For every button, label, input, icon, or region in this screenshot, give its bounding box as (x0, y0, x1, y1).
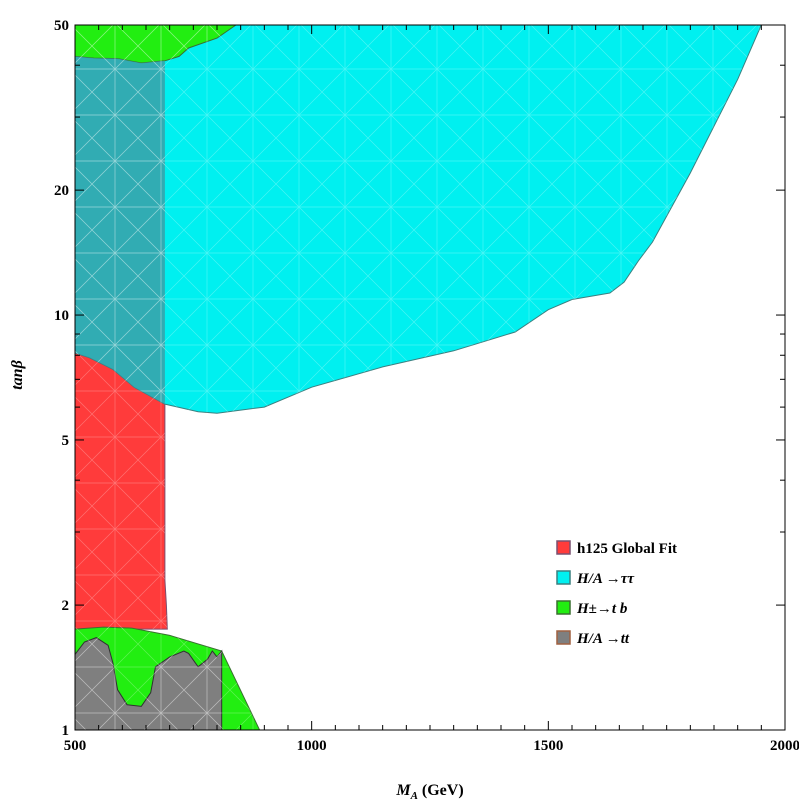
y-tick-label-1: 1 (62, 723, 70, 739)
legend-item-tt: H/A →tt (556, 630, 630, 647)
legend-swatch-tautau (556, 570, 571, 585)
legend-swatch-tb (556, 600, 571, 615)
legend-swatch-tt (556, 630, 571, 645)
axis-layer: 500 1000 1500 2000 1 2 5 10 20 50 (54, 18, 799, 754)
mesh-h-t-b-upper (75, 25, 236, 63)
mesh-overlap-cyan-red (75, 56, 165, 405)
y-tick-label-20: 20 (54, 183, 69, 199)
x-tick-label-1500: 1500 (533, 738, 563, 754)
legend-swatch-h125 (556, 540, 571, 555)
legend-label-tt: H/A →tt (576, 631, 630, 647)
legend-item-tb: H±→t b (556, 600, 628, 617)
mesh-h-a-tt (75, 637, 222, 730)
y-tick-label-50: 50 (54, 18, 69, 34)
legend-label-h125: h125 Global Fit (577, 541, 677, 557)
x-tick-label-1000: 1000 (297, 738, 327, 754)
legend-label-tb: H±→t b (576, 601, 628, 617)
mesh-h-a (75, 25, 762, 414)
legend-item-h125: h125 Global Fit (556, 540, 677, 557)
x-tick-label-2000: 2000 (770, 738, 799, 754)
y-tick-label-2: 2 (62, 598, 70, 614)
y-tick-label-5: 5 (62, 433, 70, 449)
legend: h125 Global Fit H/A →ττ H±→t b H/A →tt (556, 540, 677, 647)
mesh-h125-global-fit (75, 353, 168, 730)
x-axis-label: MA (GeV) (395, 782, 463, 800)
y-tick-label-10: 10 (54, 308, 69, 324)
x-axis-label-sub: A (410, 790, 418, 800)
legend-item-tautau: H/A →ττ (556, 570, 635, 587)
x-axis-label-main: M (395, 782, 411, 799)
legend-label-tautau: H/A →ττ (576, 571, 635, 587)
x-axis-label-unit: (GeV) (418, 782, 464, 799)
x-tick-label-500: 500 (64, 738, 87, 754)
y-axis-label: tanβ (9, 359, 26, 389)
mesh-layer (75, 25, 762, 730)
